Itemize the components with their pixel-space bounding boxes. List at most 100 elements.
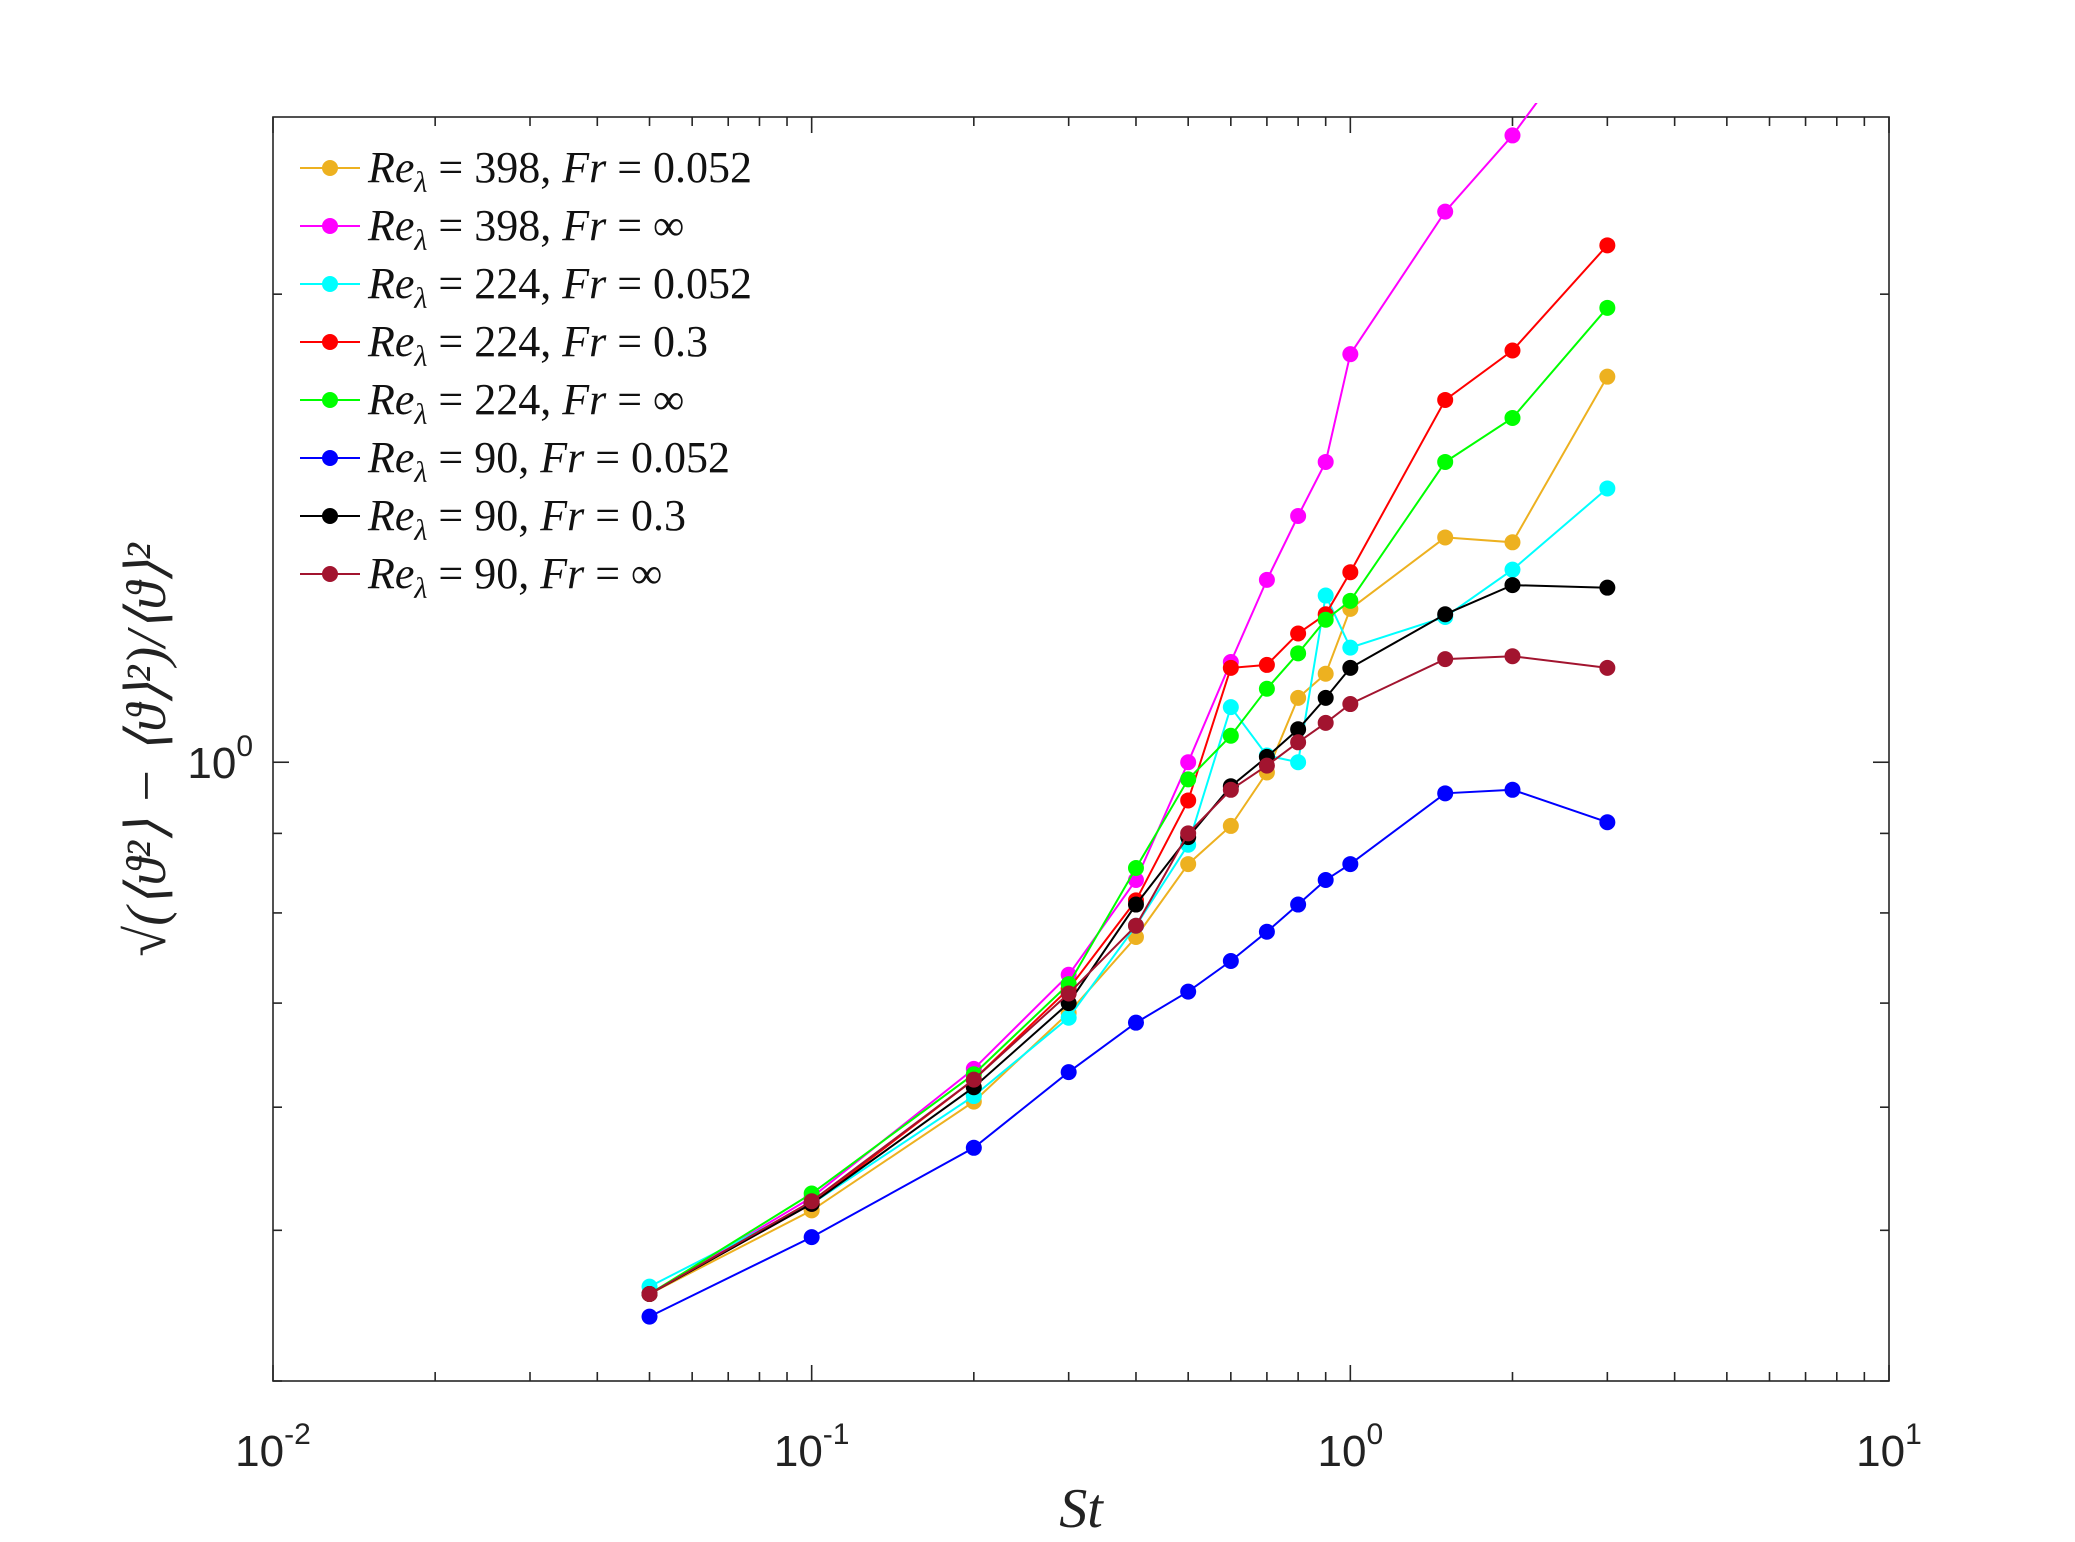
data-point (1258, 923, 1275, 940)
x-tick-label: 100 (1318, 1418, 1384, 1476)
data-point (1290, 645, 1307, 662)
data-point (1180, 754, 1197, 771)
legend-item: Reλ = 398, Fr = 0.052 (300, 143, 752, 199)
data-point (1437, 203, 1454, 220)
data-point (1290, 754, 1307, 771)
series-line (648, 103, 1538, 1295)
data-point (1504, 127, 1521, 144)
legend-item: Reλ = 224, Fr = ∞ (300, 375, 684, 431)
legend-label: Reλ = 90, Fr = 0.052 (367, 433, 730, 489)
data-point (1599, 480, 1616, 497)
legend-item: Reλ = 398, Fr = ∞ (300, 201, 684, 257)
data-point (965, 1139, 982, 1156)
data-point (1290, 508, 1307, 525)
legend-item: Reλ = 90, Fr = ∞ (300, 549, 662, 605)
series-line (649, 584, 1608, 1295)
data-point (1504, 577, 1521, 594)
data-point (1060, 985, 1077, 1002)
x-tick-label: 10-1 (774, 1418, 850, 1476)
data-point (1127, 928, 1144, 945)
legend-label: Reλ = 224, Fr = ∞ (367, 375, 684, 431)
data-point (1127, 896, 1144, 913)
data-point (1342, 856, 1359, 873)
data-point (1599, 579, 1616, 596)
data-point (1342, 564, 1359, 581)
data-point (1599, 237, 1616, 254)
data-point (1222, 727, 1239, 744)
legend-marker (322, 566, 338, 582)
data-point (1317, 453, 1334, 470)
data-point (1599, 368, 1616, 385)
data-point (1342, 346, 1359, 363)
data-point (1290, 721, 1307, 738)
legend-item: Reλ = 90, Fr = 0.052 (300, 433, 730, 489)
legend-item: Reλ = 224, Fr = 0.052 (300, 259, 752, 315)
legend-item: Reλ = 90, Fr = 0.3 (300, 491, 686, 547)
legend-label: Reλ = 90, Fr = ∞ (367, 549, 662, 605)
x-axis-label: St (1059, 1478, 1104, 1540)
legend-label: Reλ = 398, Fr = ∞ (367, 201, 684, 257)
legend-marker (322, 392, 338, 408)
data-point (1437, 391, 1454, 408)
data-point (1127, 860, 1144, 877)
data-point (1437, 785, 1454, 802)
data-point (1222, 817, 1239, 834)
major-ticks (272, 117, 1890, 1381)
data-point (1060, 1009, 1077, 1026)
data-point (1222, 953, 1239, 970)
minor-ticks (273, 117, 1889, 1382)
data-point (1504, 534, 1521, 551)
data-point (1180, 983, 1197, 1000)
data-point (1504, 561, 1521, 578)
y-tick-label: 100 (187, 730, 253, 788)
data-point (1342, 659, 1359, 676)
legend-marker (322, 508, 338, 524)
data-point (1342, 639, 1359, 656)
data-point (1127, 1014, 1144, 1031)
data-point (1317, 611, 1334, 628)
data-point (1437, 651, 1454, 668)
data-point (803, 1229, 820, 1246)
x-tick-label: 101 (1856, 1418, 1922, 1476)
data-point (1437, 453, 1454, 470)
data-point (1599, 299, 1616, 316)
data-point (1317, 665, 1334, 682)
data-point (1258, 656, 1275, 673)
legend-label: Reλ = 90, Fr = 0.3 (367, 491, 686, 547)
data-point (1504, 648, 1521, 665)
data-point (1127, 917, 1144, 934)
legend-marker (322, 218, 338, 234)
x-tick-labels: 10-2 10-1 100 101 (235, 1418, 1922, 1476)
data-point (1599, 659, 1616, 676)
data-point (1342, 696, 1359, 713)
legend-label: Reλ = 398, Fr = 0.052 (367, 143, 752, 199)
series-5 (641, 781, 1616, 1325)
series-line (649, 655, 1608, 1295)
legend-marker (322, 160, 338, 176)
data-point (1180, 825, 1197, 842)
data-point (803, 1193, 820, 1210)
data-point (1290, 689, 1307, 706)
data-point (1222, 781, 1239, 798)
legend-marker (322, 276, 338, 292)
data-point (1317, 689, 1334, 706)
data-point (1290, 896, 1307, 913)
x-tick-label: 10-2 (235, 1418, 311, 1476)
legend-marker (322, 334, 338, 350)
legend-item: Reλ = 224, Fr = 0.3 (300, 317, 708, 373)
series-line (649, 376, 1609, 1295)
legend-label: Reλ = 224, Fr = 0.3 (367, 317, 708, 373)
data-point (641, 1308, 658, 1325)
data-point (1222, 659, 1239, 676)
data-point (1290, 625, 1307, 642)
series-7 (641, 648, 1616, 1303)
data-point (1060, 1064, 1077, 1081)
data-point (1180, 856, 1197, 873)
data-point (1258, 680, 1275, 697)
series-line (648, 307, 1609, 1295)
y-tick-labels: 100 (187, 730, 253, 788)
legend-marker (322, 450, 338, 466)
data-point (1437, 529, 1454, 546)
